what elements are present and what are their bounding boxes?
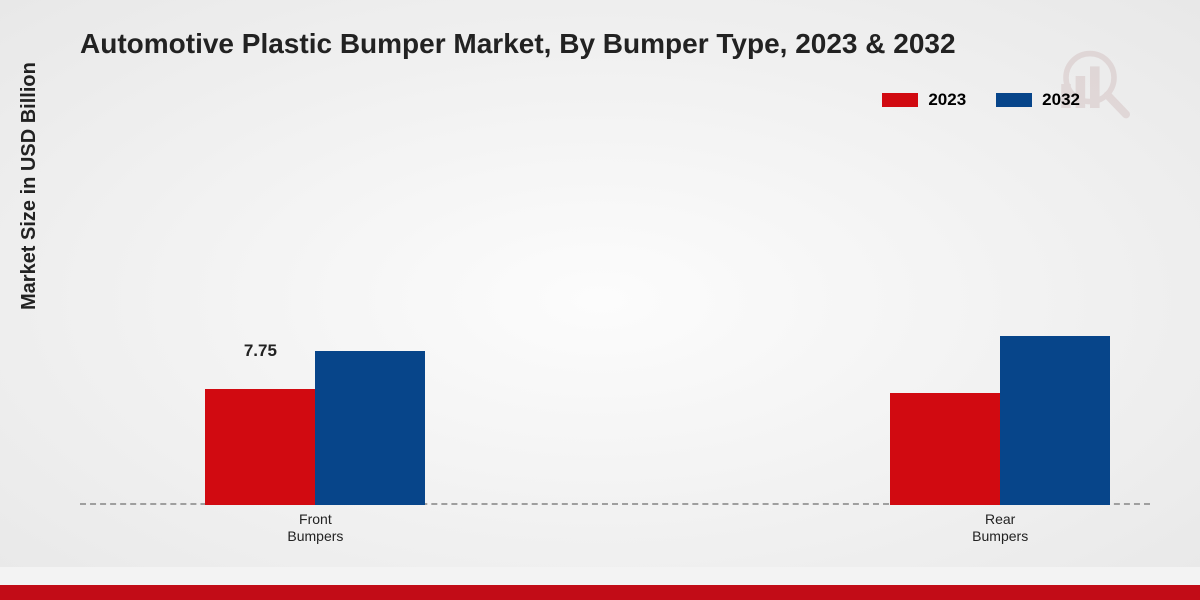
legend-swatch-2032	[996, 93, 1032, 107]
category-label-rear: Rear Bumpers	[972, 511, 1028, 545]
legend-item-2032: 2032	[996, 90, 1080, 110]
legend: 2023 2032	[882, 90, 1080, 110]
bar-rear-2023	[890, 393, 1000, 506]
bar-value-label: 7.75	[244, 341, 277, 365]
category-label-front: Front Bumpers	[287, 511, 343, 545]
y-axis-label: Market Size in USD Billion	[18, 62, 41, 310]
watermark-logo	[1050, 44, 1130, 124]
bar-front-2032	[315, 351, 425, 506]
legend-label-2023: 2023	[928, 90, 966, 110]
plot-area: 7.75 Front Bumpers Rear Bumpers	[80, 130, 1150, 505]
legend-label-2032: 2032	[1042, 90, 1080, 110]
bar-front-2023	[205, 389, 315, 505]
footer-red-strip	[0, 585, 1200, 600]
legend-swatch-2023	[882, 93, 918, 107]
chart-title: Automotive Plastic Bumper Market, By Bum…	[80, 28, 956, 60]
footer-gray-strip	[0, 567, 1200, 585]
bar-rear-2032	[1000, 336, 1110, 506]
legend-item-2023: 2023	[882, 90, 966, 110]
